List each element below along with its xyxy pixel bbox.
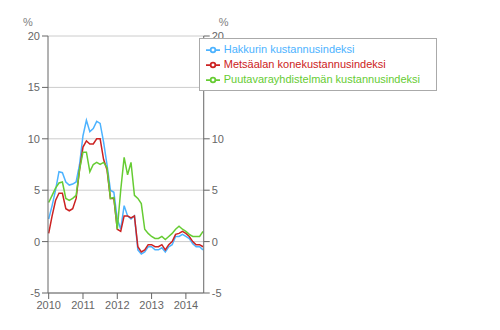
svg-text:15: 15: [28, 81, 40, 93]
svg-text:2012: 2012: [105, 299, 129, 311]
svg-text:20: 20: [28, 30, 40, 42]
svg-text:0: 0: [212, 236, 218, 248]
svg-text:5: 5: [212, 184, 218, 196]
svg-text:20: 20: [212, 30, 224, 42]
html-text:Puutavarayhdistelmän kustannus: Puutavarayhdistelmän kustannusindeksi: [223, 73, 420, 86]
html-text:Metsäalan konekustannusindeksi: Metsäalan konekustannusindeksi: [223, 58, 386, 71]
svg-text:2014: 2014: [174, 299, 198, 311]
svg-text:-5: -5: [212, 287, 222, 299]
svg-text:10: 10: [28, 133, 40, 145]
svg-text:%: %: [219, 16, 229, 28]
svg-text:2010: 2010: [36, 299, 60, 311]
svg-text:5: 5: [34, 184, 40, 196]
html-text:Hakkurin kustannusindeksi: Hakkurin kustannusindeksi: [223, 43, 355, 55]
svg-text:0: 0: [34, 236, 40, 248]
svg-text:%: %: [23, 16, 33, 28]
svg-text:2013: 2013: [139, 299, 163, 311]
svg-text:15: 15: [212, 81, 224, 93]
svg-text:10: 10: [212, 133, 224, 145]
svg-text:-5: -5: [30, 287, 40, 299]
svg-text:2011: 2011: [71, 299, 95, 311]
